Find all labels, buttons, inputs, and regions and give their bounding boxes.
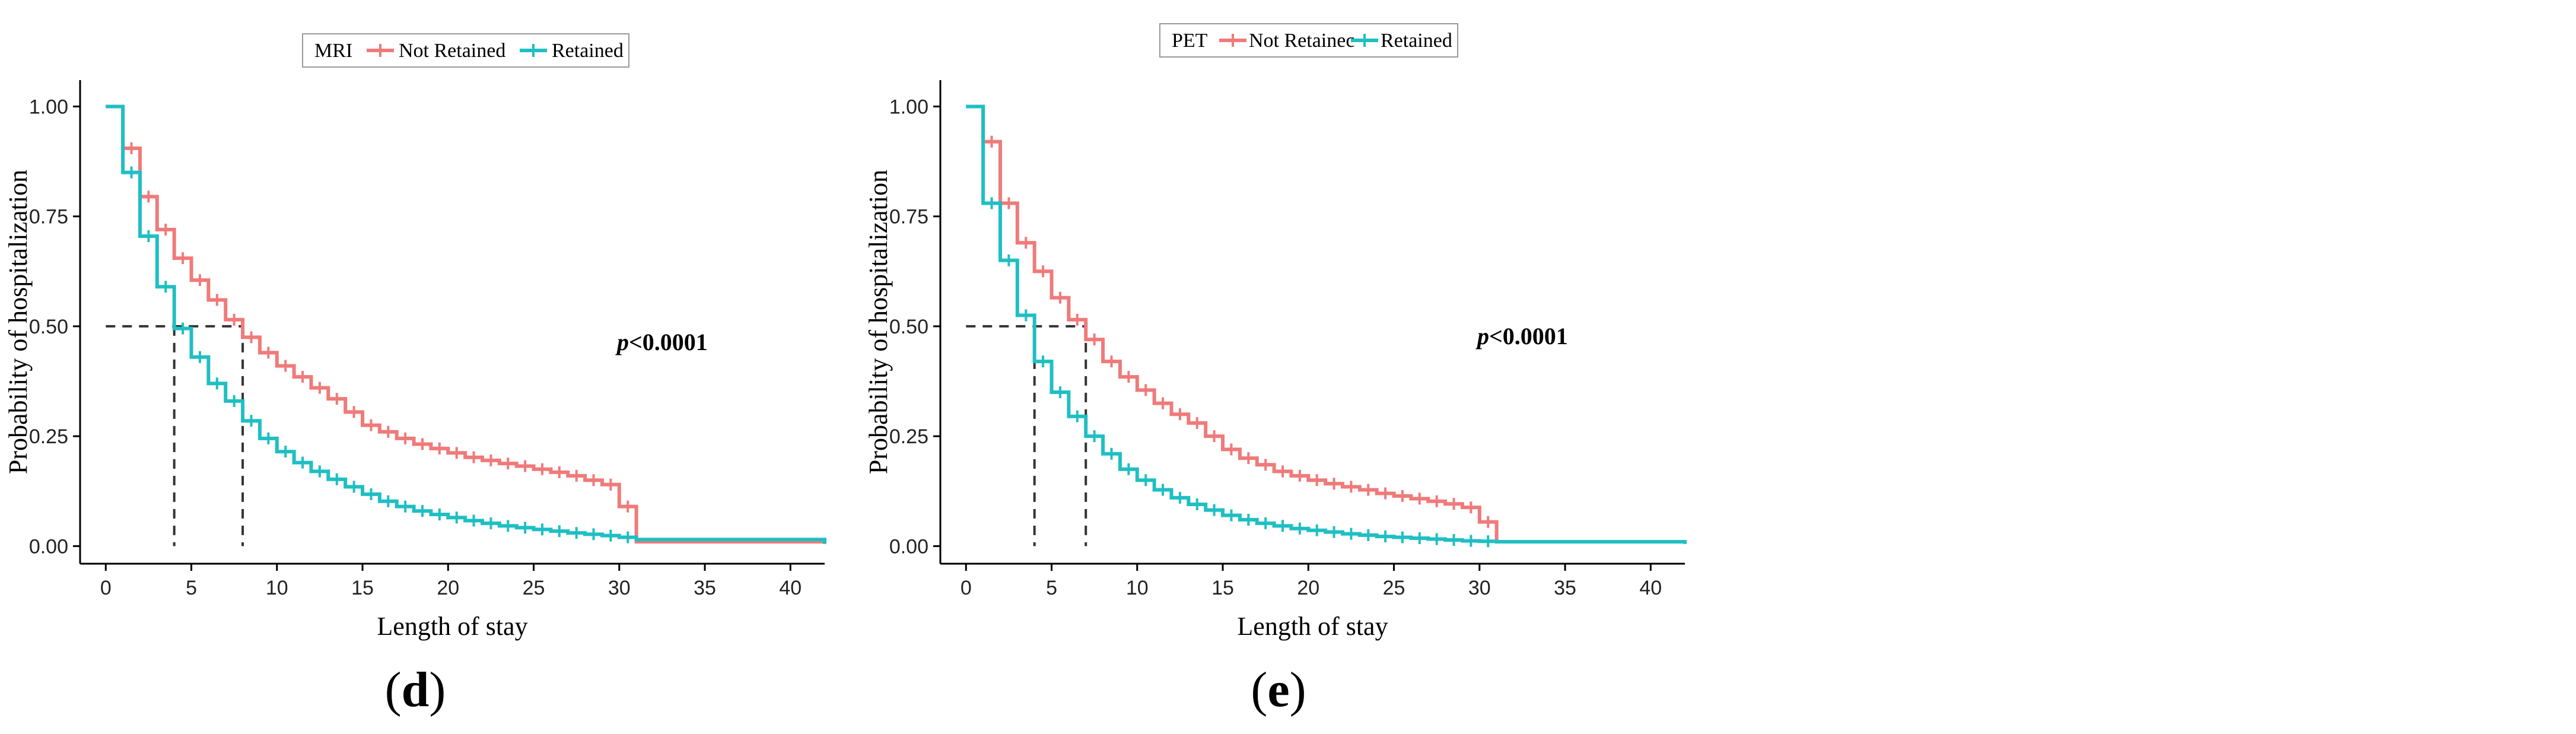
x-tick-label: 20	[437, 577, 459, 599]
y-axis-title: Probability of hospitalization	[864, 170, 893, 474]
x-tick-label: 35	[694, 577, 716, 599]
x-axis-title: Length of stay	[377, 612, 527, 641]
x-tick-label: 30	[1468, 577, 1491, 599]
x-tick-label: 25	[1383, 577, 1405, 599]
x-tick-label: 5	[1046, 577, 1057, 599]
p-value-annotation: p<0.0001	[1475, 323, 1568, 349]
p-value-symbol: p	[1475, 323, 1489, 349]
legend-title: PET	[1172, 30, 1208, 52]
legend-title: MRI	[314, 40, 352, 62]
x-tick-label: 25	[523, 577, 545, 599]
y-tick-label: 0.00	[29, 535, 68, 558]
y-tick-label: 0.75	[889, 206, 928, 228]
y-tick-label: 0.75	[29, 206, 68, 228]
y-axis-title: Probability of hospitalization	[4, 170, 33, 474]
x-axis-title: Length of stay	[1237, 612, 1388, 641]
legend-entry-label: Retained	[552, 40, 624, 62]
survival-curve-not-retained	[966, 104, 1687, 544]
x-tick-label: 0	[961, 577, 972, 599]
y-tick-label: 0.50	[889, 316, 928, 338]
x-tick-label: 20	[1297, 577, 1319, 599]
p-value-annotation: p<0.0001	[615, 329, 708, 355]
legend-entry-label: Retained	[1381, 30, 1452, 52]
x-tick-label: 35	[1554, 577, 1576, 599]
y-tick-label: 1.00	[889, 96, 928, 118]
chart-panel-d: 0.00 0.25 0.50 0.75 1.00 0 5 10 15 20 25 30 35 40 Leng…	[4, 33, 826, 717]
legend-box	[1159, 23, 1458, 58]
x-tick-label: 15	[1211, 577, 1234, 599]
survival-curve-retained	[966, 104, 1687, 544]
x-tick-label: 5	[186, 577, 197, 599]
panel-label: (d)	[385, 662, 446, 717]
x-tick-label: 10	[1126, 577, 1149, 599]
x-tick-label: 0	[100, 577, 112, 599]
survival-curve-not-retained	[106, 104, 826, 544]
y-tick-label: 1.00	[29, 96, 68, 118]
y-tick-label: 0.25	[29, 425, 68, 448]
y-tick-label: 0.50	[29, 316, 68, 338]
chart-panel-e: 0.00 0.25 0.50 0.75 1.00 0 5 10 15 20 25 30 35 40 Leng…	[864, 23, 1687, 717]
legend-entry-label: Not Retained	[399, 40, 505, 62]
x-tick-label: 30	[608, 577, 631, 599]
y-tick-label: 0.25	[889, 425, 928, 448]
p-value-threshold: <0.0001	[1489, 323, 1568, 349]
x-tick-label: 10	[266, 577, 288, 599]
panel-label: (e)	[1251, 662, 1306, 717]
x-tick-label: 15	[351, 577, 374, 599]
legend-box	[302, 33, 629, 68]
legend: PET Not Retainec Retained	[1159, 23, 1458, 58]
x-tick-label: 40	[779, 577, 802, 599]
x-tick-label: 40	[1639, 577, 1662, 599]
p-value-threshold: <0.0001	[629, 329, 708, 355]
legend: MRI Not Retained Retained	[302, 33, 629, 68]
p-value-symbol: p	[615, 329, 629, 355]
legend-entry-label: Not Retainec	[1249, 30, 1354, 52]
survival-curve-retained	[106, 104, 826, 544]
y-tick-label: 0.00	[889, 535, 928, 558]
